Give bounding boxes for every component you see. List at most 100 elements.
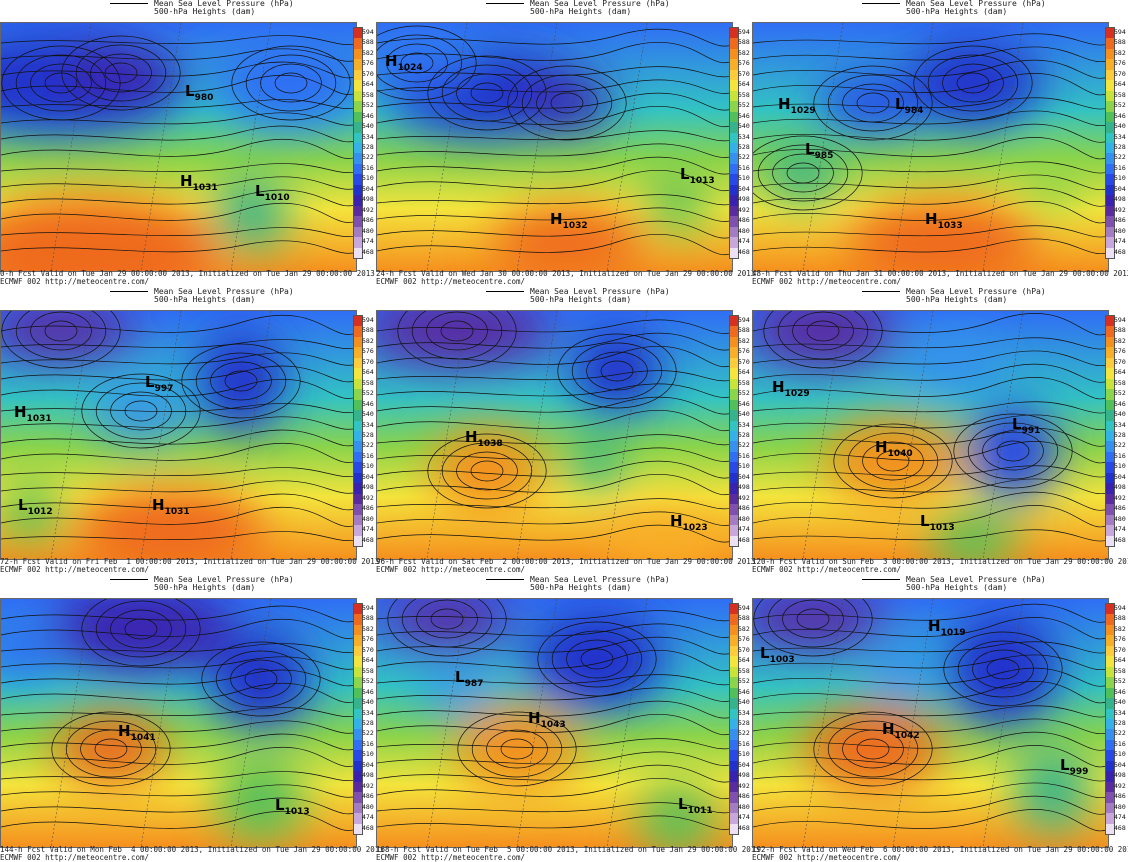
colorbar-swatch (354, 750, 362, 761)
footer-valid-time: 72-h Fcst Valid on Fri Feb 1 00:00:00 20… (0, 557, 380, 566)
isobar (377, 28, 732, 47)
center-pressure: 997 (154, 384, 174, 394)
center-letter: H (14, 403, 27, 421)
meridian (50, 23, 92, 271)
forecast-panel: Mean Sea Level Pressure (hPa) 500-hPa Hei… (752, 0, 1128, 286)
colorbar-swatch (354, 698, 362, 709)
closed-isobar (813, 65, 933, 141)
center-letter: L (895, 95, 905, 113)
isobar (377, 524, 732, 543)
colorbar (1105, 315, 1115, 547)
colorbar-swatch (354, 624, 362, 636)
height-field-blob (492, 207, 642, 271)
colorbar-swatch (1106, 760, 1114, 772)
isobar (377, 738, 732, 750)
colorbar-tick: 588 (362, 38, 374, 47)
closed-isobar (842, 83, 904, 123)
closed-isobar (90, 53, 152, 93)
colorbar-tick: 540 (738, 698, 750, 707)
colorbar-swatch (1106, 813, 1114, 824)
isobar (377, 473, 732, 496)
isobar (377, 143, 732, 158)
closed-isobar (124, 618, 158, 640)
colorbar-swatch (730, 708, 738, 719)
isobar (377, 332, 732, 351)
closed-isobar (827, 74, 919, 132)
colorbar-tick: 468 (738, 247, 750, 256)
map-svg (1, 599, 356, 847)
isobar (377, 447, 732, 462)
colorbar-tick: 468 (362, 247, 374, 256)
line-swatch (110, 579, 148, 580)
colorbar-swatch (730, 504, 738, 515)
isobar (1, 746, 356, 767)
colorbar-tick: 498 (1114, 483, 1126, 492)
colorbar-tick: 516 (738, 739, 750, 748)
colorbar-tick: 582 (1114, 48, 1126, 57)
colorbar-swatch (1106, 174, 1114, 185)
isobar (753, 377, 1108, 400)
colorbar-tick: 582 (1114, 624, 1126, 633)
colorbar-swatch (354, 174, 362, 185)
line-swatch (486, 3, 524, 4)
colorbar-tick: 528 (1114, 719, 1126, 727)
colorbar-tick: 558 (738, 378, 750, 387)
map-svg (377, 311, 732, 559)
colorbar-swatch (730, 368, 738, 379)
colorbar-swatch (354, 410, 362, 421)
height-field-blob (645, 174, 709, 232)
colorbar-swatch (730, 410, 738, 421)
colorbar-tick: 492 (1114, 493, 1126, 502)
colorbar-tick: 498 (1114, 771, 1126, 780)
low-pressure-label: L1010 (255, 182, 290, 203)
isobar (377, 370, 732, 382)
colorbar-ticks: 594 588 582 576 570 564 558 552 546 540 534 528 522 5… (1114, 315, 1128, 545)
legend-heights: 500-hPa Heights (dam) (154, 7, 256, 16)
center-pressure: 984 (904, 106, 924, 116)
closed-isobar (862, 441, 924, 481)
closed-isobar (942, 63, 1004, 103)
closed-isobar (550, 92, 584, 114)
isobar (377, 623, 732, 638)
colorbar-tick: 480 (738, 802, 750, 811)
footer-source: ECMWF 002 http://meteocentre.com/ (376, 565, 526, 574)
height-field-blob (384, 599, 510, 648)
footer-source: ECMWF 002 http://meteocentre.com/ (376, 853, 526, 862)
colorbar-tick: 474 (362, 813, 374, 822)
forecast-panel: Mean Sea Level Pressure (hPa) 500-hPa Hei… (0, 0, 375, 286)
isobar (377, 169, 732, 192)
colorbar-tick: 552 (738, 101, 750, 110)
colorbar-swatch (730, 451, 738, 463)
colorbar-tick: 468 (738, 535, 750, 544)
center-letter: L (678, 795, 688, 813)
colorbar-tick: 564 (738, 368, 750, 377)
closed-isobar (377, 25, 477, 101)
isobar (753, 769, 1108, 782)
isobar (377, 383, 732, 398)
colorbar-ticks: 594 588 582 576 570 564 558 552 546 540 534 528 522 5… (362, 315, 376, 545)
height-field-blob (604, 512, 730, 559)
colorbar-ticks: 594 588 582 576 570 564 558 552 546 540 534 528 522 5… (1114, 603, 1128, 833)
colorbar-tick: 504 (362, 760, 374, 769)
colorbar-tick: 474 (362, 237, 374, 246)
isobar (377, 815, 732, 830)
isobar (1, 99, 356, 109)
colorbar-ticks: 594 588 582 576 570 564 558 552 546 540 534 528 522 5… (362, 603, 376, 833)
height-field-blob (213, 177, 289, 249)
colorbar-tick: 552 (362, 389, 374, 398)
closed-isobar (757, 144, 849, 202)
center-letter: L (455, 668, 465, 686)
colorbar-tick: 594 (1114, 28, 1126, 36)
colorbar-swatch (354, 472, 362, 484)
closed-isobar (260, 63, 322, 103)
isobar (1, 35, 356, 45)
panel-footer: 72-h Fcst Valid on Fri Feb 1 00:00:00 20… (0, 558, 379, 574)
colorbar-tick: 510 (1114, 462, 1126, 471)
colorbar-tick: 492 (362, 205, 374, 214)
high-pressure-label: H1043 (528, 709, 566, 730)
center-pressure: 1032 (562, 221, 588, 231)
map-field (376, 22, 733, 272)
isobar (377, 687, 732, 702)
colorbar-swatch (354, 771, 362, 782)
colorbar-tick: 558 (738, 666, 750, 675)
